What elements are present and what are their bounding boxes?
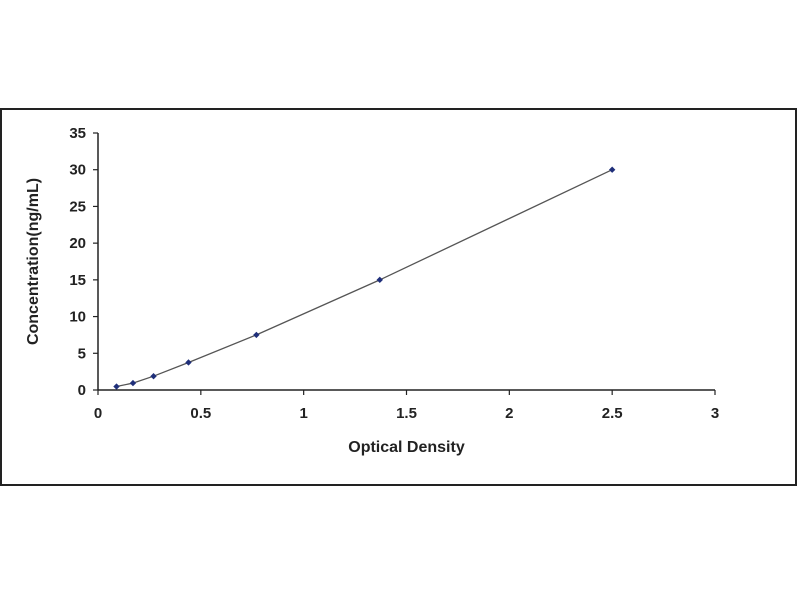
y-tick-label: 25 bbox=[69, 198, 86, 215]
trendline-layer bbox=[116, 169, 613, 388]
data-point bbox=[129, 379, 137, 387]
x-tick-label: 0 bbox=[94, 405, 102, 422]
x-tick-label: 0.5 bbox=[190, 405, 211, 422]
x-axis-title: Optical Density bbox=[348, 439, 465, 456]
x-axis-ticks: 0 0.5 1 1.5 2 2.5 3 bbox=[94, 390, 719, 422]
y-axis-title: Concentration(ng/mL) bbox=[25, 178, 42, 345]
y-tick-label: 5 bbox=[78, 345, 86, 362]
data-point bbox=[150, 372, 157, 380]
y-tick-label: 20 bbox=[69, 235, 86, 252]
y-tick-label: 15 bbox=[69, 272, 86, 289]
data-points bbox=[113, 166, 616, 390]
data-point bbox=[113, 383, 120, 390]
chart-frame: 0 5 10 15 20 25 30 35 0 0.5 1 1.5 2 2.5 3 Optical Den… bbox=[0, 108, 797, 486]
y-axis-ticks: 0 5 10 15 20 25 30 35 bbox=[69, 125, 98, 399]
standard-curve-chart: 0 5 10 15 20 25 30 35 0 0.5 1 1.5 2 2.5 3 Optical Den… bbox=[25, 125, 719, 456]
y-tick-label: 30 bbox=[69, 162, 86, 179]
fit-curve bbox=[116, 169, 613, 388]
x-tick-label: 2 bbox=[505, 405, 513, 422]
y-tick-label: 0 bbox=[78, 382, 86, 399]
x-tick-label: 3 bbox=[711, 405, 719, 422]
axes bbox=[97, 133, 715, 391]
y-tick-label: 10 bbox=[69, 309, 86, 326]
data-point bbox=[253, 331, 260, 339]
y-tick-label: 35 bbox=[69, 125, 86, 142]
x-tick-label: 1 bbox=[299, 405, 307, 422]
data-point bbox=[376, 276, 383, 284]
x-tick-label: 2.5 bbox=[602, 405, 623, 422]
data-point bbox=[608, 166, 616, 173]
data-point bbox=[185, 359, 192, 366]
x-tick-label: 1.5 bbox=[396, 405, 417, 422]
